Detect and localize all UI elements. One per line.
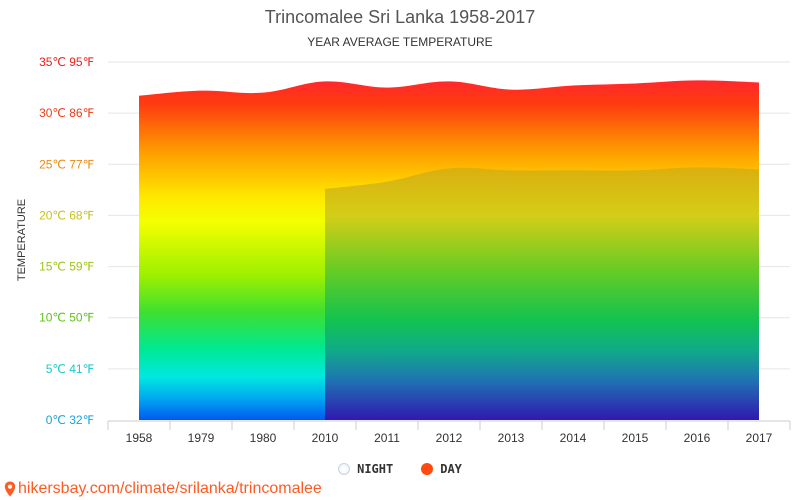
y-tick-label: 20℃ 68℉ (39, 208, 94, 222)
x-tick-label: 1980 (250, 431, 277, 445)
day-data-point[interactable] (634, 82, 637, 85)
x-axis: 1958 1979 1980 2010 2011 2012 2013 2014 2015 2016… (107, 420, 791, 445)
day-data-point[interactable] (262, 91, 265, 94)
chart-title: Trincomalee Sri Lanka 1958-2017 (264, 7, 536, 27)
day-data-point[interactable] (448, 80, 451, 83)
x-tick-label: 2010 (312, 431, 339, 445)
chart-subtitle: YEAR AVERAGE TEMPERATURE (307, 35, 493, 49)
night-data-point[interactable] (758, 168, 761, 171)
night-data-point[interactable] (510, 169, 513, 172)
source-link[interactable]: hikersbay.com/climate/srilanka/trincomal… (18, 480, 322, 497)
day-data-point[interactable] (324, 80, 327, 83)
night-area (325, 167, 759, 420)
x-tick-label: 1958 (126, 431, 153, 445)
day-data-point[interactable] (200, 89, 203, 92)
day-data-point[interactable] (696, 79, 699, 82)
x-tick-label: 2011 (374, 431, 400, 445)
y-tick-label: 30℃ 86℉ (39, 106, 94, 120)
night-data-point[interactable] (572, 169, 575, 172)
x-tick-label: 2017 (746, 431, 773, 445)
day-data-point[interactable] (758, 81, 761, 84)
day-legend-dot-icon (421, 463, 434, 475)
night-data-point[interactable] (448, 167, 451, 170)
day-data-point[interactable] (386, 86, 389, 89)
night-legend-dot-icon (338, 463, 351, 475)
day-data-point[interactable] (572, 84, 575, 87)
legend-label-night: NIGHT (357, 462, 394, 476)
y-tick-label: 35℃ 95℉ (39, 55, 94, 69)
x-tick-label: 2015 (622, 431, 649, 445)
x-tick-label: 2016 (684, 431, 711, 445)
y-axis-label: TEMPERATURE (16, 199, 28, 281)
y-tick-label: 25℃ 77℉ (39, 157, 94, 171)
night-data-point[interactable] (634, 169, 637, 172)
day-data-point[interactable] (138, 94, 141, 97)
chart-areas (138, 79, 761, 421)
legend-item-day[interactable]: DAY (421, 462, 462, 476)
map-pin-icon (4, 481, 16, 497)
legend-item-night[interactable]: NIGHT (338, 462, 393, 476)
y-tick-label: 5℃ 41℉ (46, 362, 94, 376)
legend-label-day: DAY (440, 462, 462, 476)
night-data-point[interactable] (386, 180, 389, 183)
x-tick-label: 2012 (436, 431, 463, 445)
x-tick-label: 2013 (498, 431, 525, 445)
footer-source: hikersbay.com/climate/srilanka/trincomal… (4, 480, 322, 498)
legend: NIGHT DAY (0, 462, 800, 476)
night-data-point[interactable] (324, 187, 327, 190)
y-tick-label: 10℃ 50℉ (39, 311, 94, 325)
y-tick-label: 15℃ 59℉ (39, 260, 94, 274)
day-data-point[interactable] (510, 88, 513, 91)
y-axis-ticks: 0℃ 32℉ 5℃ 41℉ 10℃ 50℉ 15℃ 59℉ 20℃ 68℉ 25℃ 77℉… (39, 55, 94, 427)
x-tick-label: 2014 (560, 431, 587, 445)
night-data-point[interactable] (696, 166, 699, 169)
x-tick-label: 1979 (188, 431, 215, 445)
y-tick-label: 0℃ 32℉ (46, 413, 94, 427)
